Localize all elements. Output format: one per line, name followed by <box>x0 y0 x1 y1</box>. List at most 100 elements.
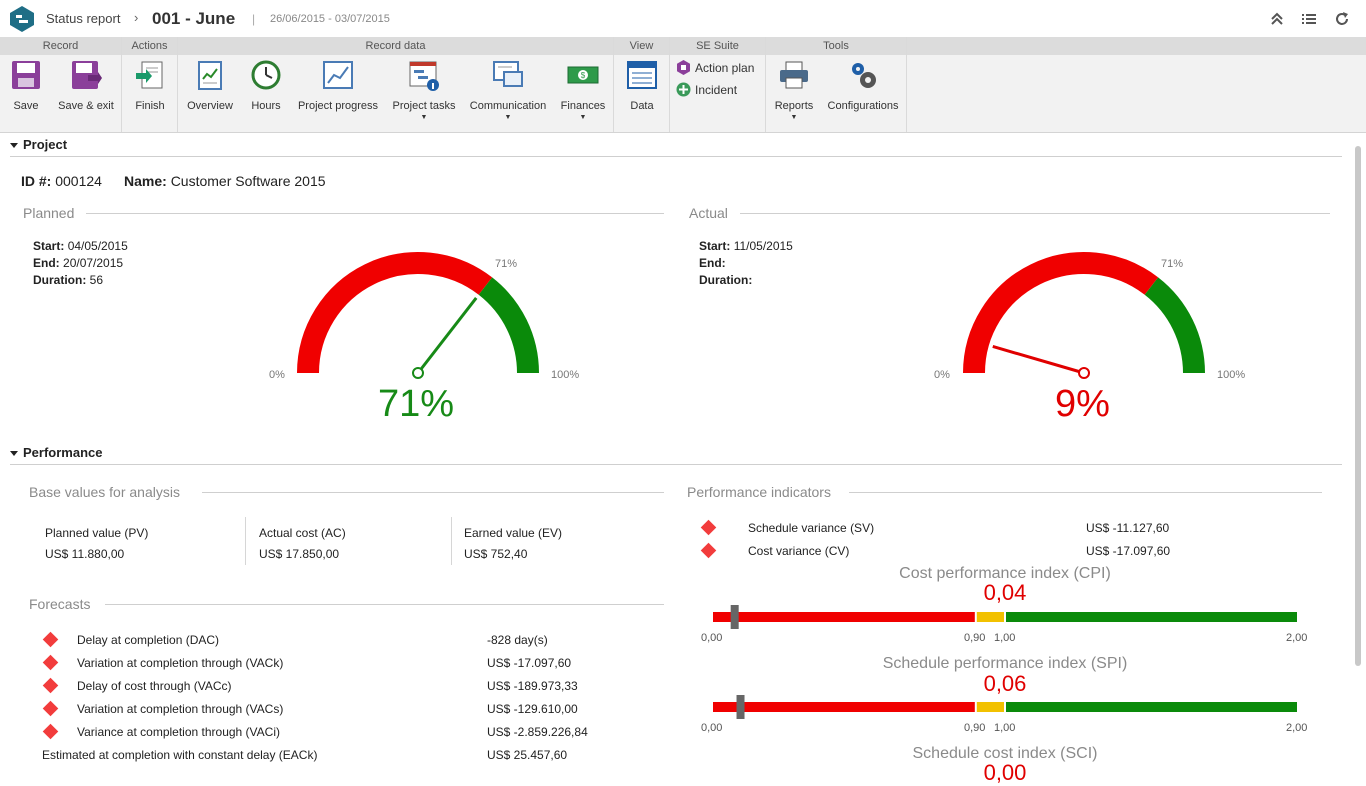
id-label: ID #: <box>21 173 52 189</box>
planned-gauge-threshold: 71% <box>495 258 518 270</box>
overview-button[interactable]: Overview <box>186 59 234 112</box>
group-header: Record <box>0 37 121 55</box>
group-header: SE Suite <box>670 37 765 55</box>
column-divider <box>245 517 246 565</box>
save-exit-button[interactable]: Save & exit <box>56 59 116 112</box>
refresh-icon[interactable] <box>1333 10 1351 28</box>
chevron-down-icon: ▼ <box>790 114 798 121</box>
actual-divider <box>740 213 1330 214</box>
app-logo-icon[interactable] <box>8 5 36 33</box>
gears-icon <box>852 63 876 88</box>
save-button[interactable]: Save <box>6 59 46 112</box>
collapse-up-icon[interactable] <box>1268 10 1286 28</box>
action-plan-button[interactable]: Action plan <box>676 60 754 75</box>
clock-icon <box>251 60 281 90</box>
pv-value: US$ 11.880,00 <box>45 547 125 561</box>
planned-end-value: 20/07/2015 <box>63 256 124 270</box>
cpi-tick-max: 2,00 <box>1286 632 1308 644</box>
spi-bar-green-segment <box>1006 702 1297 712</box>
chevron-down-icon: ▼ <box>579 114 587 121</box>
spi-value: 0,06 <box>983 671 1027 696</box>
finances-button[interactable]: $ Finances ▼ <box>558 59 608 122</box>
communication-label: Communication <box>469 100 547 112</box>
forecasts-title: Forecasts <box>29 596 91 612</box>
ev-label: Earned value (EV) <box>464 526 563 540</box>
base-values-title: Base values for analysis <box>29 484 180 500</box>
spi-title: Schedule performance index (SPI) <box>882 655 1128 672</box>
project-tasks-button[interactable]: Project tasks ▼ <box>390 59 458 122</box>
planned-duration: Duration: 56 <box>33 273 103 287</box>
save-exit-label: Save & exit <box>58 100 114 112</box>
save-icon <box>12 61 40 89</box>
project-id: ID #: 000124 <box>21 173 102 189</box>
spi-bar <box>713 695 1297 719</box>
save-label: Save <box>13 100 39 112</box>
forecast-value: -828 day(s) <box>487 633 548 647</box>
tasks-icon <box>409 61 439 91</box>
ribbon-group-tools: Tools Reports ▼ Configurations <box>766 37 907 132</box>
forecast-label: Delay of cost through (VACc) <box>77 679 232 693</box>
planned-gauge-min: 0% <box>269 369 285 381</box>
project-progress-button[interactable]: Project progress <box>296 59 380 112</box>
action-plan-icon <box>677 60 690 75</box>
planned-gauge-green-band <box>478 277 539 374</box>
reports-label: Reports <box>774 100 814 112</box>
cpi-bar-marker <box>730 605 739 629</box>
spi-tick-max: 2,00 <box>1286 722 1308 734</box>
status-alert-icon <box>42 631 59 648</box>
sci-title: Schedule cost index (SCI) <box>912 745 1098 762</box>
ribbon-group-record-data: Record data Overview Hours Project progr… <box>178 37 614 132</box>
data-button[interactable]: Data <box>622 59 662 112</box>
forecast-value: US$ -2.859.226,84 <box>487 725 588 739</box>
collapse-caret-icon <box>10 451 18 457</box>
finish-button[interactable]: Finish <box>130 59 170 112</box>
overview-label: Overview <box>187 100 233 112</box>
sci-value: 0,00 <box>983 760 1027 785</box>
vertical-scrollbar[interactable] <box>1355 146 1361 666</box>
actual-gauge-max: 100% <box>1217 369 1246 381</box>
status-alert-icon <box>42 654 59 671</box>
actual-end: End: <box>699 256 726 270</box>
actual-gauge-needle-pivot <box>1078 367 1090 379</box>
date-range: 26/06/2015 - 03/07/2015 <box>270 13 390 25</box>
cpi-title: Cost performance index (CPI) <box>899 565 1111 582</box>
status-alert-icon <box>700 542 717 559</box>
status-alert-icon <box>42 723 59 740</box>
actual-duration: Duration: <box>699 273 752 287</box>
ribbon-group-actions: Actions Finish <box>122 37 178 132</box>
hours-button[interactable]: Hours <box>246 59 286 112</box>
reports-button[interactable]: Reports ▼ <box>774 59 814 122</box>
forecast-label: Estimated at completion with constant de… <box>42 748 318 762</box>
id-value: 000124 <box>55 173 102 189</box>
planned-title: Planned <box>23 205 75 221</box>
ribbon-group-view: View Data <box>614 37 670 132</box>
incident-label: Incident <box>695 82 738 97</box>
overview-icon <box>198 61 222 90</box>
svg-text:$: $ <box>581 71 586 80</box>
base-values-divider <box>202 492 664 493</box>
project-progress-label: Project progress <box>297 100 379 112</box>
project-tasks-label: Project tasks <box>392 100 456 112</box>
list-icon[interactable] <box>1300 10 1318 28</box>
breadcrumb-status-report[interactable]: Status report <box>46 11 121 26</box>
name-label: Name: <box>124 173 167 189</box>
action-plan-label: Action plan <box>695 60 755 75</box>
cpi-bar-red-segment <box>713 612 975 622</box>
planned-gauge-max: 100% <box>551 369 580 381</box>
ribbon-toolbar: Record Save Save & exit Actions <box>0 37 1366 133</box>
forecast-value: US$ -17.097,60 <box>487 656 572 670</box>
project-name: Name: Customer Software 2015 <box>124 173 326 189</box>
section-project-toggle[interactable]: Project <box>10 137 67 152</box>
column-divider <box>451 517 452 565</box>
collapse-caret-icon <box>10 143 18 149</box>
planned-start: Start: 04/05/2015 <box>33 239 128 253</box>
pv-label: Planned value (PV) <box>45 526 149 540</box>
data-label: Data <box>630 100 654 112</box>
incident-button[interactable]: Incident <box>676 82 737 97</box>
communication-button[interactable]: Communication ▼ <box>468 59 548 122</box>
section-performance-toggle[interactable]: Performance <box>10 445 102 460</box>
actual-gauge-threshold: 71% <box>1161 258 1184 270</box>
actual-end-label: End: <box>699 256 726 270</box>
configurations-button[interactable]: Configurations <box>826 59 900 112</box>
planned-gauge-needle <box>416 297 478 374</box>
